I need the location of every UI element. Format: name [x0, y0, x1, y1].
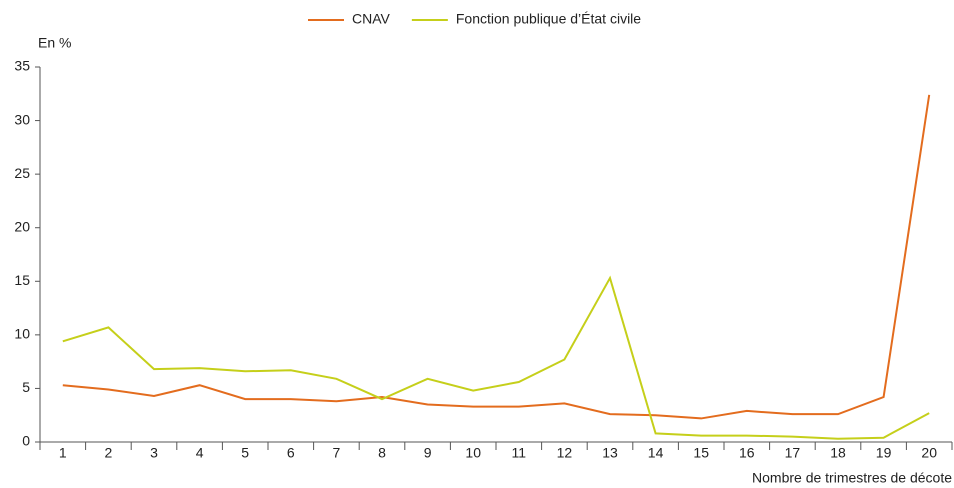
x-tick-label: 6: [287, 445, 295, 461]
y-tick-label: 20: [14, 218, 30, 234]
y-tick-label: 30: [14, 111, 30, 127]
x-tick-label: 19: [876, 445, 892, 461]
x-tick-label: 1: [59, 445, 67, 461]
x-tick-label: 8: [378, 445, 386, 461]
x-tick-label: 16: [739, 445, 755, 461]
x-tick-label: 9: [424, 445, 432, 461]
x-axis-label: Nombre de trimestres de décote: [752, 470, 952, 486]
x-tick-label: 4: [196, 445, 204, 461]
y-tick-label: 35: [14, 58, 30, 74]
line-series: [62, 94, 931, 420]
x-tick-label: 10: [465, 445, 481, 461]
line-series: [62, 275, 930, 440]
y-tick-label: 5: [22, 379, 30, 395]
y-tick-label: 0: [22, 433, 30, 449]
x-tick-label: 5: [241, 445, 249, 461]
x-tick-label: 3: [150, 445, 158, 461]
y-tick-label: 25: [14, 165, 30, 181]
x-tick-label: 20: [921, 445, 937, 461]
y-tick-label: 15: [14, 272, 30, 288]
x-tick-label: 14: [648, 445, 664, 461]
x-tick-label: 12: [557, 445, 573, 461]
x-tick-label: 17: [785, 445, 801, 461]
x-tick-label: 2: [105, 445, 113, 461]
legend-label: Fonction publique d’État civile: [456, 11, 641, 27]
x-tick-label: 7: [333, 445, 341, 461]
y-tick-label: 10: [14, 326, 30, 342]
y-axis-label: En %: [38, 35, 71, 51]
x-tick-label: 18: [830, 445, 846, 461]
legend-label: CNAV: [352, 11, 391, 27]
x-tick-label: 11: [512, 445, 527, 461]
x-tick-label: 13: [602, 445, 618, 461]
x-tick-label: 15: [693, 445, 709, 461]
